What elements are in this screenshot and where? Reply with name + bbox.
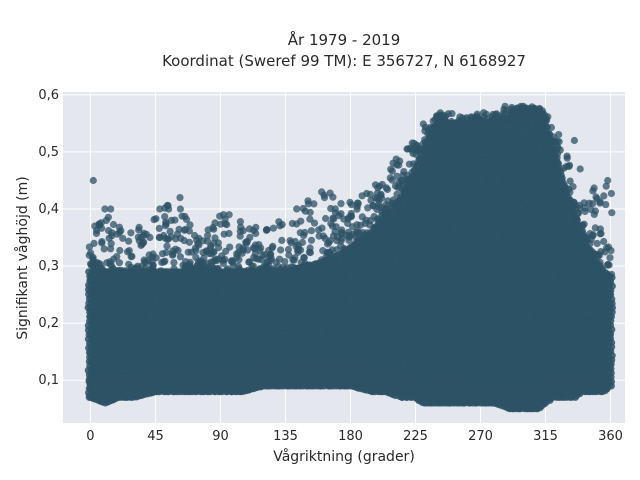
data-points xyxy=(84,102,617,413)
chart-title-line-2: Koordinat (Sweref 99 TM): E 356727, N 61… xyxy=(162,52,526,70)
chart-title-line-1: År 1979 - 2019 xyxy=(288,30,401,49)
